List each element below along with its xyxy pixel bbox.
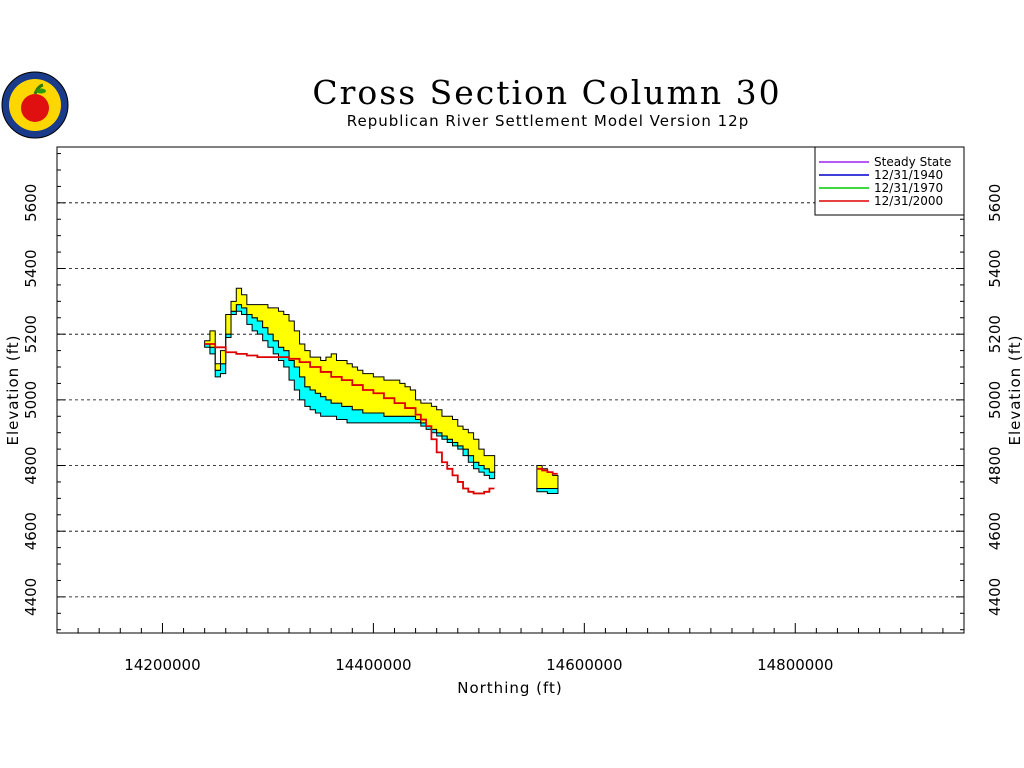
x-axis-label: Northing (ft): [457, 679, 563, 697]
y-tick-label-right-5600: 5600: [986, 184, 1004, 222]
y-tick-label-right-4600: 4600: [986, 512, 1004, 550]
y-tick-label-left-5200: 5200: [22, 315, 40, 353]
legend-box: [814, 146, 965, 216]
y-tick-label-right-5200: 5200: [986, 315, 1004, 353]
y-tick-label-left-5400: 5400: [22, 249, 40, 287]
y-tick-label-left-5000: 5000: [22, 381, 40, 419]
legend-label-1970: 12/31/1970: [874, 181, 943, 195]
y-tick-label-right-4800: 4800: [986, 446, 1004, 484]
x-tick-label-14400000: 14400000: [335, 656, 411, 674]
y-tick-label-left-4800: 4800: [22, 446, 40, 484]
legend-label-steady-state: Steady State: [874, 155, 951, 169]
seal-logo: [1, 71, 69, 139]
series-lines: [204, 343, 558, 495]
chart-subtitle: Republican River Settlement Model Versio…: [347, 112, 749, 130]
uncertainty-fills: [204, 287, 559, 494]
y-tick-label-right-5400: 5400: [986, 249, 1004, 287]
cyan-band-segment2: [536, 488, 559, 494]
y-tick-label-left-4400: 4400: [22, 578, 40, 616]
series-line-2000-segment2: [536, 467, 558, 475]
legend: Steady State 12/31/1940 12/31/1970 12/31…: [814, 146, 965, 216]
y-tick-labels-left: 4400 4600 4800 5000 5200 5400 5600: [22, 184, 40, 616]
legend-label-1940: 12/31/1940: [874, 168, 943, 182]
x-tick-label-14600000: 14600000: [546, 656, 622, 674]
x-tick-label-14200000: 14200000: [124, 656, 200, 674]
plot-frame: [56, 146, 965, 634]
y-axis-label-right: Elevation (ft): [1006, 334, 1024, 445]
y-tick-label-right-5000: 5000: [986, 381, 1004, 419]
y-axis-label-left: Elevation (ft): [4, 334, 22, 445]
chart-title: Cross Section Column 30: [312, 73, 781, 112]
y-tick-label-left-4600: 4600: [22, 512, 40, 550]
legend-label-2000: 12/31/2000: [874, 194, 943, 208]
axis-ticks: [56, 153, 965, 633]
x-tick-label-14800000: 14800000: [757, 656, 833, 674]
series-line-2000: [204, 343, 495, 495]
y-tick-label-right-4400: 4400: [986, 578, 1004, 616]
y-tick-label-left-5600: 5600: [22, 184, 40, 222]
x-tick-labels: 14200000 14400000 14600000 14800000: [124, 656, 833, 674]
gridlines: [57, 202, 964, 598]
y-tick-labels-right: 4400 4600 4800 5000 5200 5400 5600: [986, 184, 1004, 616]
